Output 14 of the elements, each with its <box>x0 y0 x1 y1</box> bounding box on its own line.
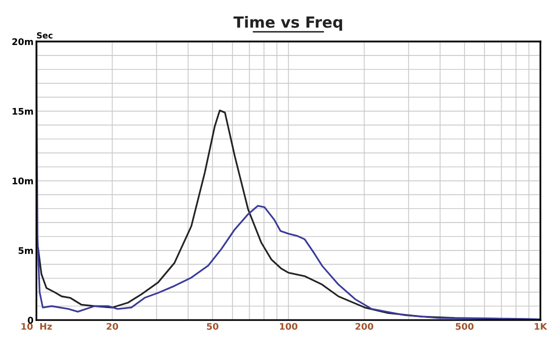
y-tick-label: 0 <box>28 316 34 324</box>
x-tick-label: 200 <box>356 322 374 330</box>
x-tick-label: 100 <box>280 322 298 330</box>
x-tick-label: 500 <box>456 322 474 330</box>
x-tick-label: 20 <box>106 322 118 330</box>
y-tick-label: 10m <box>12 178 33 184</box>
y-tick-label: 15m <box>12 108 33 115</box>
y-tick-label: 5m <box>18 247 33 254</box>
y-tick-label: 20m <box>12 38 33 46</box>
x-tick-label: 50 <box>206 322 218 330</box>
x-tick-label: 1K <box>534 323 548 330</box>
x-tick-label: 10 Hz <box>22 322 52 330</box>
chart-title: Time vs Freq <box>234 16 342 31</box>
y-axis-title: Sec <box>37 32 52 39</box>
